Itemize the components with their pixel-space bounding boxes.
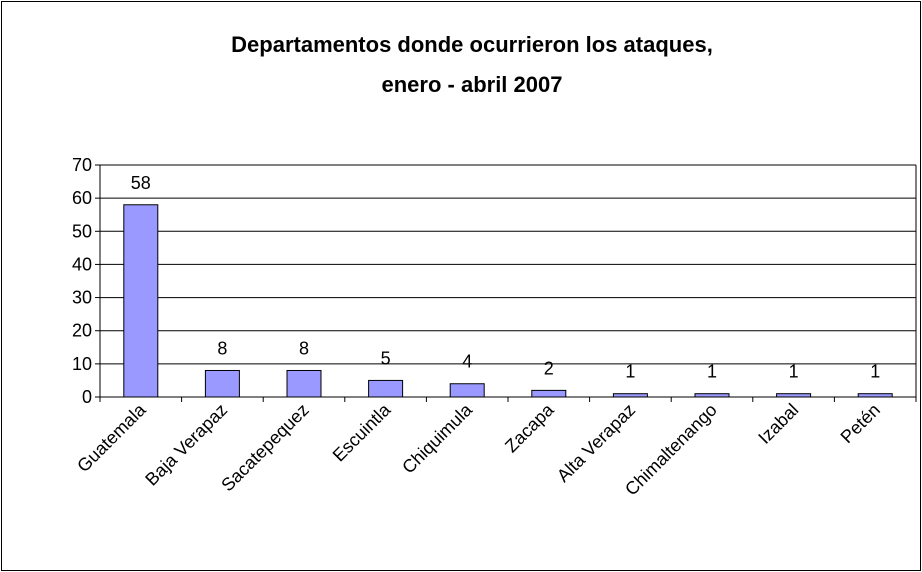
- chart-title: enero - abril 2007: [382, 72, 563, 97]
- y-tick-label: 20: [72, 321, 92, 341]
- y-tick-label: 10: [72, 354, 92, 374]
- bar: [531, 389, 567, 398]
- y-tick-label: 0: [82, 387, 92, 407]
- value-label: 2: [544, 358, 554, 378]
- value-label: 8: [299, 338, 309, 358]
- value-label: 1: [789, 362, 799, 382]
- value-label: 1: [870, 362, 880, 382]
- bar: [449, 383, 485, 398]
- value-label: 5: [381, 348, 391, 368]
- bar: [204, 369, 240, 398]
- y-tick-label: 60: [72, 188, 92, 208]
- chart-title: Departamentos donde ocurrieron los ataqu…: [231, 32, 713, 57]
- bar: [368, 379, 404, 398]
- value-label: 58: [131, 173, 151, 193]
- value-label: 8: [217, 338, 227, 358]
- y-tick-label: 40: [72, 254, 92, 274]
- bar: [286, 369, 322, 398]
- value-label: 4: [462, 352, 472, 372]
- y-tick-label: 50: [72, 221, 92, 241]
- value-label: 1: [625, 362, 635, 382]
- bar: [123, 204, 159, 398]
- y-tick-label: 70: [72, 155, 92, 175]
- y-tick-label: 30: [72, 288, 92, 308]
- value-label: 1: [707, 362, 717, 382]
